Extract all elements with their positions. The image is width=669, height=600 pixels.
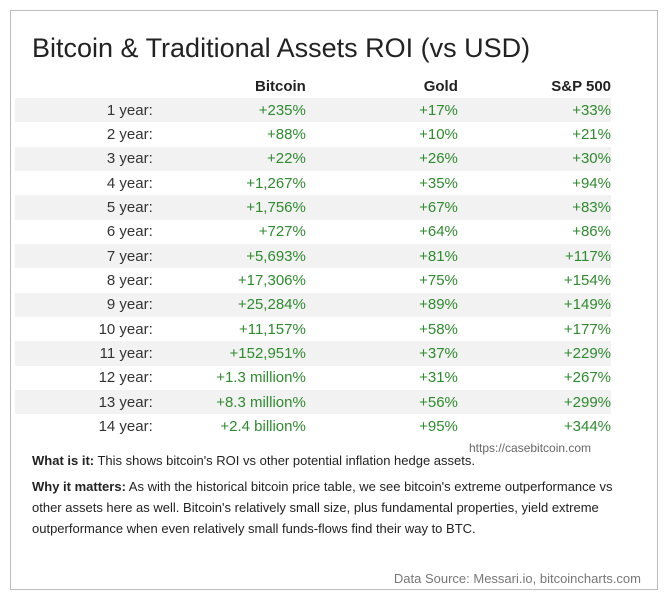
table-body: 1 year: +235% +17% +33% 2 year: +88% +10% +21% 3… bbox=[15, 98, 611, 439]
why-it-matters-label: Why it matters: bbox=[32, 479, 126, 494]
row-period-cell: 3 year: bbox=[15, 146, 153, 172]
table-row: 5 year: +1,756% +67% +83% bbox=[15, 195, 611, 220]
bitcoin-roi-cell: +25,284% bbox=[152, 292, 306, 318]
gold-roi-cell: +95% bbox=[419, 418, 458, 436]
sp500-roi-cell: +267% bbox=[563, 369, 611, 387]
why-it-matters-text: As with the historical bitcoin price tab… bbox=[32, 479, 613, 536]
gold-roi-cell: +17% bbox=[305, 98, 458, 123]
bitcoin-roi-cell: +22% bbox=[152, 146, 306, 172]
table-row: 8 year: +17,306% +75% +154% bbox=[15, 268, 611, 292]
column-header-bitcoin: Bitcoin bbox=[255, 77, 306, 95]
row-period-cell: 2 year: bbox=[106, 126, 153, 144]
watermark-url: https://casebitcoin.com bbox=[469, 441, 592, 455]
page-title: Bitcoin & Traditional Assets ROI (vs USD… bbox=[32, 33, 531, 63]
sp500-roi-cell: +344% bbox=[563, 418, 611, 436]
gold-roi-cell: +10% bbox=[419, 126, 458, 144]
gold-roi-cell: +31% bbox=[419, 369, 458, 387]
bitcoin-roi-cell: +11,157% bbox=[238, 320, 306, 338]
row-period-cell: 4 year: bbox=[106, 174, 153, 192]
why-it-matters-note: Why it matters: As with the historical b… bbox=[32, 476, 642, 539]
sp500-roi-cell: +177% bbox=[563, 320, 611, 338]
table-row: 7 year: +5,693% +81% +117% bbox=[15, 244, 611, 269]
sp500-roi-cell: +33% bbox=[457, 98, 611, 123]
row-period-cell: 1 year: bbox=[15, 98, 153, 123]
row-period-cell: 11 year: bbox=[15, 341, 153, 366]
gold-roi-cell: +67% bbox=[305, 195, 458, 220]
bitcoin-roi-cell: +8.3 million% bbox=[152, 390, 306, 415]
sp500-roi-cell: +154% bbox=[563, 272, 611, 290]
gold-roi-cell: +75% bbox=[419, 272, 458, 290]
table-row: 2 year: +88% +10% +21% bbox=[15, 122, 611, 146]
table-row: 12 year: +1.3 million% +31% +267% bbox=[15, 366, 611, 390]
sp500-roi-cell: +229% bbox=[457, 341, 611, 366]
table-row: 1 year: +235% +17% +33% bbox=[15, 98, 611, 123]
what-is-it-note: What is it: This shows bitcoin's ROI vs … bbox=[32, 450, 642, 471]
what-is-it-text: This shows bitcoin's ROI vs other potent… bbox=[94, 453, 475, 468]
table-row: 9 year: +25,284% +89% +149% bbox=[15, 292, 611, 318]
bitcoin-roi-cell: +1,756% bbox=[152, 195, 306, 220]
bitcoin-roi-cell: +1,267% bbox=[246, 174, 306, 192]
data-source: Data Source: Messari.io, bitcoincharts.c… bbox=[393, 571, 641, 586]
sp500-roi-cell: +149% bbox=[457, 292, 611, 318]
table-header-row: Bitcoin Gold S&P 500 bbox=[15, 74, 611, 98]
table-row: 10 year: +11,157% +58% +177% bbox=[15, 317, 611, 341]
row-period-cell: 9 year: bbox=[15, 292, 153, 318]
sp500-roi-cell: +299% bbox=[457, 390, 611, 415]
row-period-cell: 6 year: bbox=[106, 223, 153, 241]
gold-roi-cell: +81% bbox=[305, 244, 458, 269]
row-period-cell: 14 year: bbox=[98, 418, 153, 436]
table-row: 3 year: +22% +26% +30% bbox=[15, 146, 611, 172]
row-period-cell: 13 year: bbox=[15, 390, 153, 415]
sp500-roi-cell: +21% bbox=[572, 126, 611, 144]
roi-card: Bitcoin & Traditional Assets ROI (vs USD… bbox=[10, 10, 658, 590]
bitcoin-roi-cell: +88% bbox=[267, 126, 306, 144]
gold-roi-cell: +35% bbox=[419, 174, 458, 192]
gold-roi-cell: +37% bbox=[305, 341, 458, 366]
bitcoin-roi-cell: +2.4 billion% bbox=[220, 418, 306, 436]
row-period-cell: 10 year: bbox=[98, 320, 153, 338]
bitcoin-roi-cell: +235% bbox=[152, 98, 306, 123]
table-row: 6 year: +727% +64% +86% bbox=[15, 220, 611, 244]
bitcoin-roi-cell: +17,306% bbox=[237, 272, 306, 290]
table-row: 14 year: +2.4 billion% +95% +344% bbox=[15, 414, 611, 438]
column-header-sp500: S&P 500 bbox=[551, 77, 611, 95]
table-row: 13 year: +8.3 million% +56% +299% bbox=[15, 390, 611, 415]
bitcoin-roi-cell: +5,693% bbox=[152, 244, 306, 269]
table-row: 11 year: +152,951% +37% +229% bbox=[15, 341, 611, 366]
roi-table: Bitcoin Gold S&P 500 1 year: +235% +17% +33… bbox=[15, 74, 611, 439]
column-header-gold: Gold bbox=[423, 77, 458, 95]
gold-roi-cell: +26% bbox=[305, 146, 458, 172]
table-row: 4 year: +1,267% +35% +94% bbox=[15, 171, 611, 195]
row-period-cell: 7 year: bbox=[15, 244, 153, 269]
row-period-cell: 12 year: bbox=[98, 369, 153, 387]
bitcoin-roi-cell: +152,951% bbox=[152, 341, 306, 366]
sp500-roi-cell: +30% bbox=[457, 146, 611, 172]
gold-roi-cell: +64% bbox=[419, 223, 458, 241]
sp500-roi-cell: +86% bbox=[572, 223, 611, 241]
row-period-cell: 8 year: bbox=[106, 272, 153, 290]
what-is-it-label: What is it: bbox=[32, 453, 95, 468]
gold-roi-cell: +56% bbox=[305, 390, 458, 415]
row-period-cell: 5 year: bbox=[15, 195, 153, 220]
sp500-roi-cell: +117% bbox=[457, 244, 611, 269]
gold-roi-cell: +58% bbox=[419, 320, 458, 338]
column-header-period bbox=[15, 74, 153, 98]
sp500-roi-cell: +94% bbox=[572, 174, 611, 192]
gold-roi-cell: +89% bbox=[305, 292, 458, 318]
sp500-roi-cell: +83% bbox=[457, 195, 611, 220]
bitcoin-roi-cell: +1.3 million% bbox=[216, 369, 306, 387]
bitcoin-roi-cell: +727% bbox=[258, 223, 306, 241]
